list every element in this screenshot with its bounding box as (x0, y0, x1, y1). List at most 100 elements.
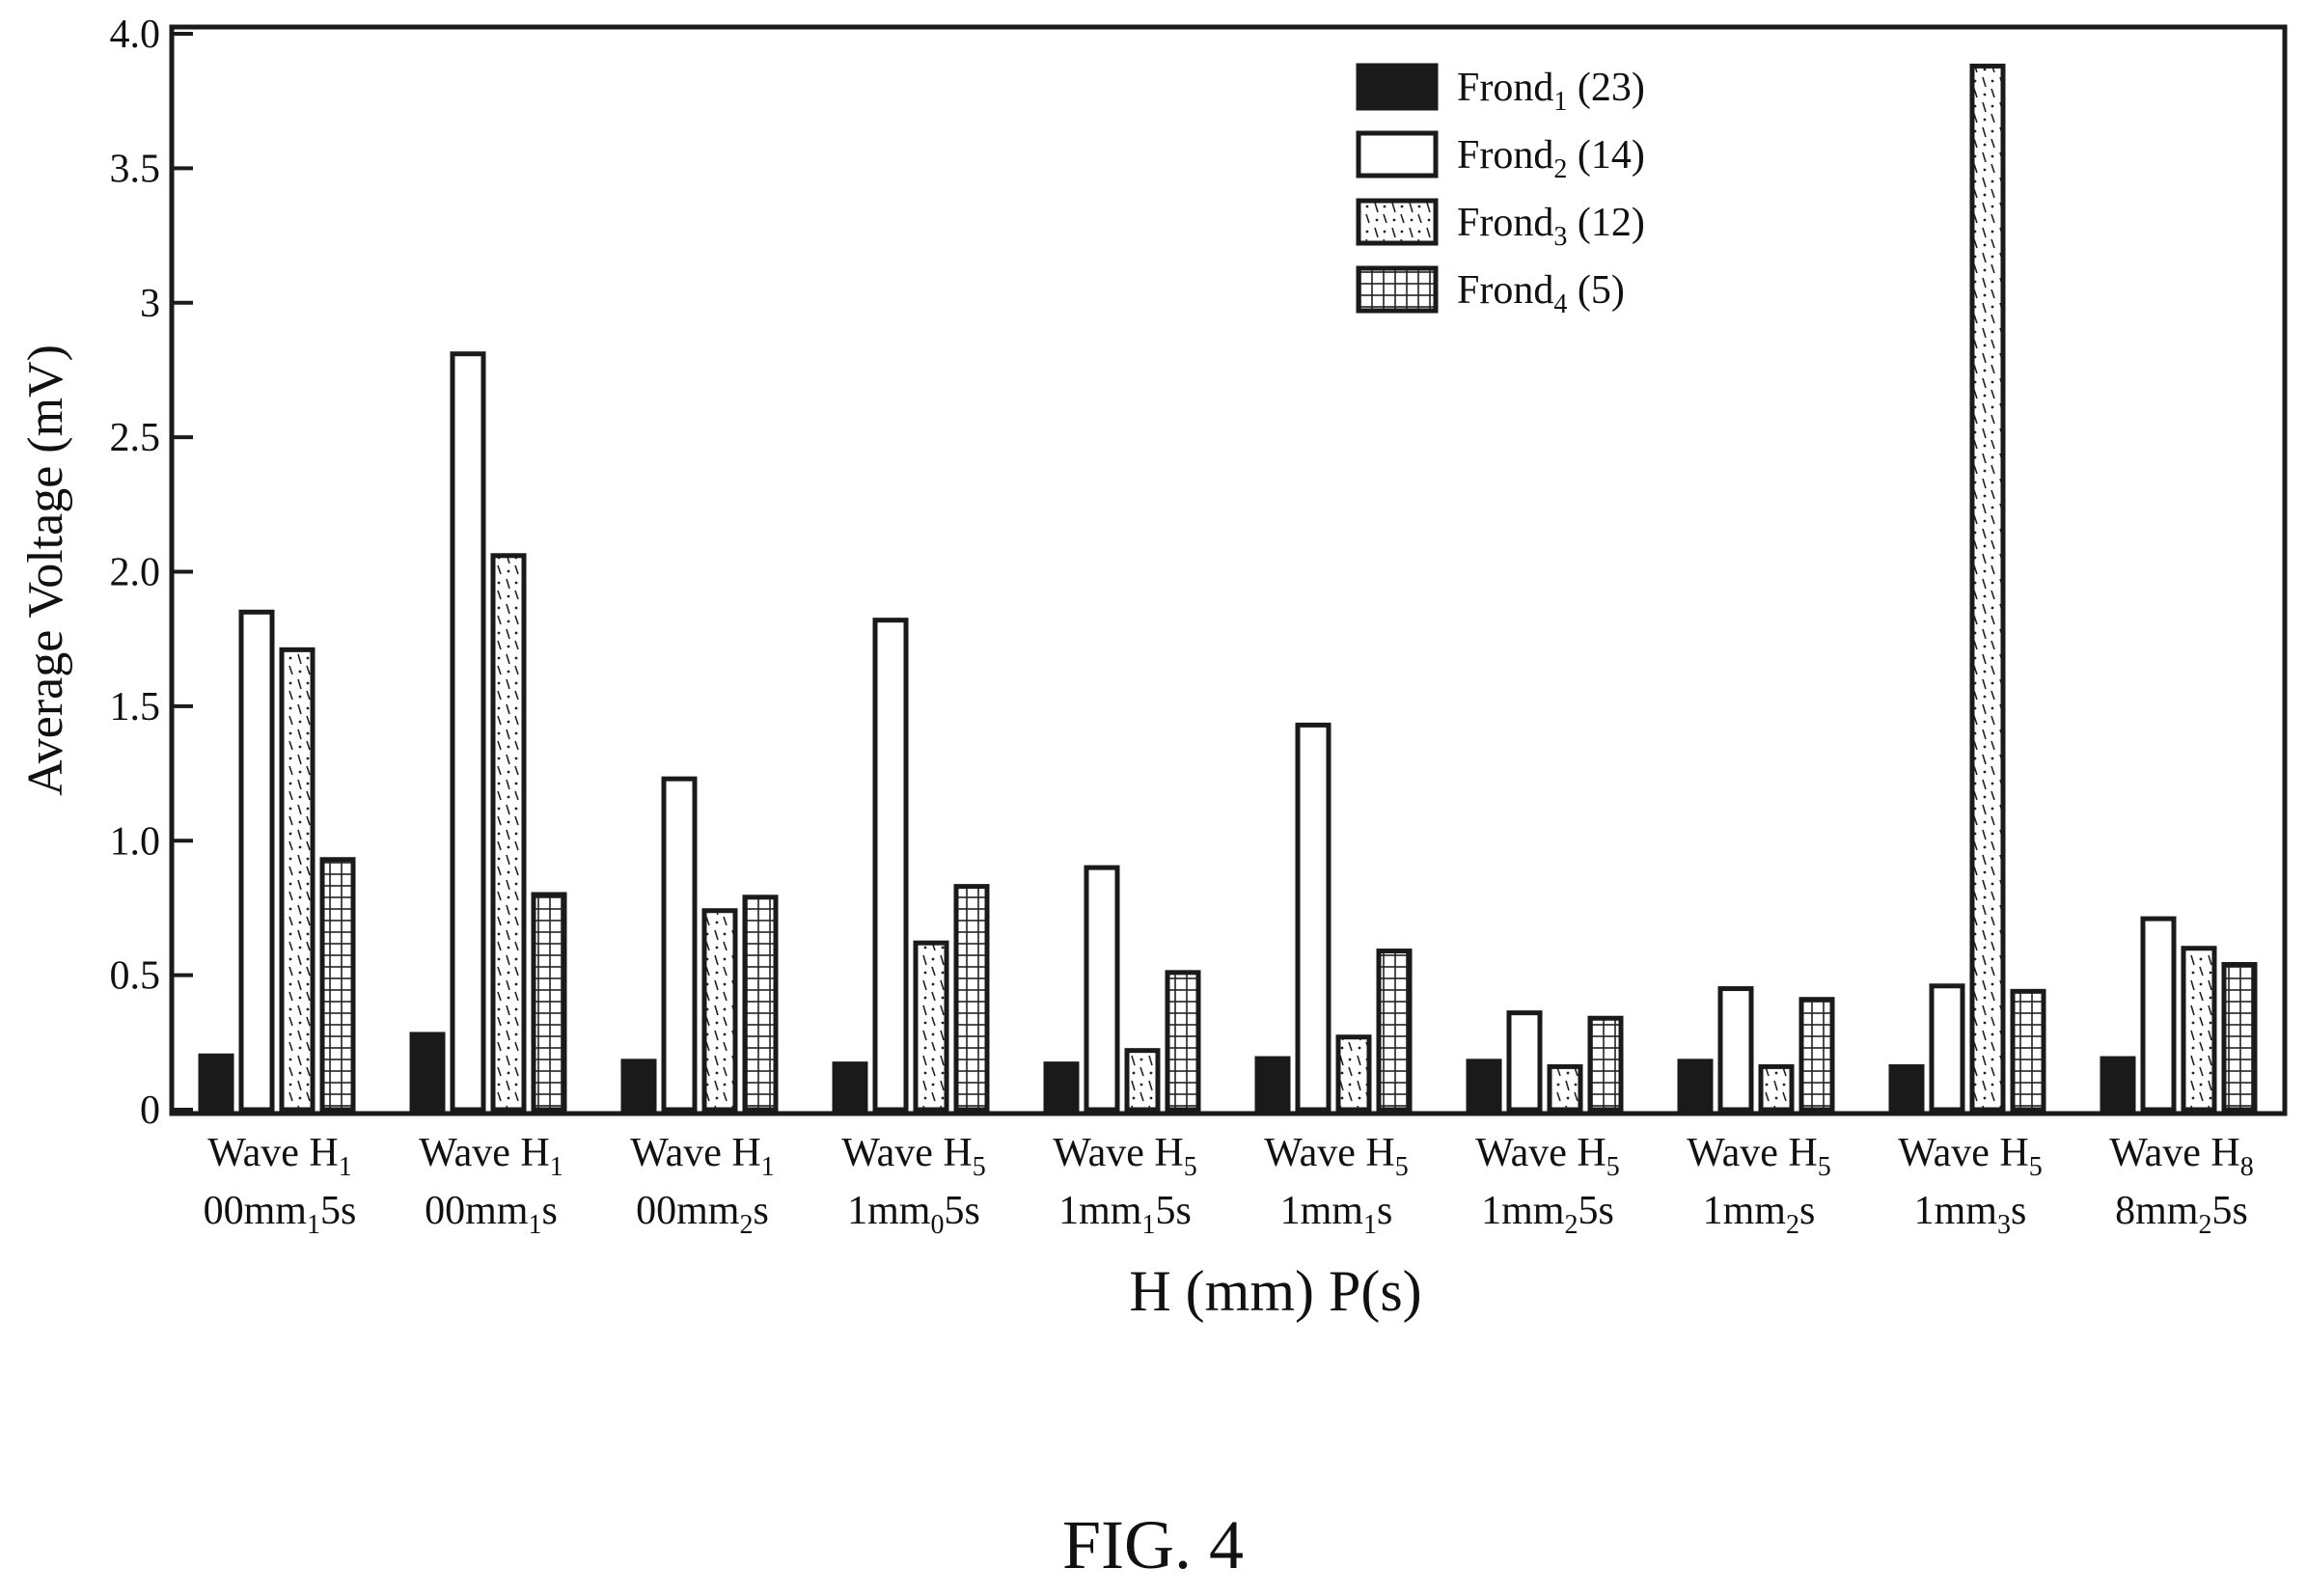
x-tick-wave-text: Wave H (2109, 1131, 2239, 1175)
x-tick-label-line2: 1mm25s (1481, 1189, 1614, 1240)
x-tick-wave-text: Wave H (207, 1131, 338, 1175)
legend-subscript: 3 (1553, 222, 1567, 252)
x-tick-label-line1: Wave H1 (630, 1131, 774, 1182)
legend-count: (14) (1567, 133, 1644, 178)
x-tick-seconds-text: s (1377, 1189, 1392, 1233)
x-tick-mm-text: 00mm (425, 1189, 529, 1233)
bar-frond3 (1758, 1063, 1795, 1113)
x-tick-label-line1: Wave H1 (419, 1131, 563, 1182)
x-tick-mm-text: 8mm (2115, 1189, 2199, 1233)
x-tick-wave-text: Wave H (841, 1131, 972, 1175)
x-tick-label-line2: 8mm25s (2115, 1189, 2248, 1240)
x-tick-wave-text: Wave H (1264, 1131, 1394, 1175)
legend-subscript: 1 (1553, 87, 1567, 117)
legend-label-frond2: Frond2 (14) (1457, 133, 1645, 184)
x-tick-label-line2: 1mm1s (1280, 1189, 1393, 1240)
bar-frond2 (661, 776, 698, 1113)
x-tick-seconds-text: 5s (1578, 1189, 1613, 1233)
x-tick-h-subscript: 1 (550, 1152, 563, 1182)
x-tick-label-line2: 1mm05s (847, 1189, 980, 1240)
x-tick-label-line2: 00mm2s (636, 1189, 769, 1240)
bar-frond1 (2100, 1056, 2136, 1113)
y-tick-label: 0 (140, 1088, 160, 1133)
bar-frond1 (198, 1053, 234, 1113)
x-tick-p-subscript: 2 (1786, 1210, 1799, 1240)
x-tick-p-subscript: 2 (739, 1210, 753, 1240)
x-tick-mm-text: 00mm (636, 1189, 740, 1233)
bar-frond3 (1124, 1048, 1161, 1113)
y-axis-label: Average Voltage (mV) (18, 344, 73, 796)
x-tick-p-subscript: 3 (1997, 1210, 2011, 1240)
legend-swatch-frond2 (1356, 130, 1439, 179)
x-tick-label-line1: Wave H5 (1053, 1131, 1196, 1182)
legend-label-frond1: Frond1 (23) (1457, 66, 1645, 117)
bar-frond1 (620, 1059, 657, 1113)
x-tick-h-subscript: 1 (339, 1152, 352, 1182)
x-tick-p-subscript: 1 (1363, 1210, 1377, 1240)
y-tick-label: 3.5 (110, 147, 161, 191)
x-tick-label-line2: 00mm15s (204, 1189, 357, 1240)
legend-swatch-frond3 (1356, 198, 1439, 246)
x-tick-label: Wave H5 1mm25s (1475, 1131, 1619, 1240)
x-tick-p-subscript: 1 (528, 1210, 541, 1240)
x-tick-h-subscript: 8 (2240, 1152, 2254, 1182)
x-tick-wave-text: Wave H (630, 1131, 760, 1175)
bar-frond4 (1587, 1015, 1624, 1113)
legend-count: (12) (1567, 201, 1644, 245)
bar-frond4 (953, 884, 990, 1113)
y-tick-label: 3 (140, 282, 160, 326)
x-tick-mm-text: 1mm (1058, 1189, 1142, 1233)
x-tick-p-subscript: 1 (307, 1210, 320, 1240)
y-tick-label: 1.0 (110, 819, 161, 864)
bar-frond4 (2010, 988, 2046, 1113)
x-tick-h-subscript: 1 (761, 1152, 775, 1182)
x-tick-seconds-text: s (541, 1189, 557, 1233)
plot-frame (169, 24, 2288, 1116)
bar-frond3 (279, 647, 316, 1113)
bar-frond2 (450, 351, 486, 1113)
x-tick-wave-text: Wave H (1475, 1131, 1606, 1175)
figure-caption: FIG. 4 (1061, 1506, 1244, 1583)
bar-frond3 (1969, 63, 2006, 1113)
bar-frond2 (1929, 983, 1965, 1113)
x-tick-h-subscript: 5 (1818, 1152, 1831, 1182)
legend-subscript: 2 (1553, 154, 1567, 184)
x-tick-label-line2: 1mm2s (1703, 1189, 1816, 1240)
y-tick-label: 0.5 (110, 954, 161, 999)
bar-frond2 (1506, 1010, 1543, 1113)
bar-frond1 (1466, 1059, 1502, 1113)
legend-swatch-frond4 (1356, 265, 1439, 314)
bar-frond3 (490, 553, 527, 1113)
y-tick-label: 2.0 (110, 551, 161, 595)
x-tick-p-subscript: 0 (930, 1210, 944, 1240)
x-tick-h-subscript: 5 (1184, 1152, 1197, 1182)
y-tick-label: 2.5 (110, 416, 161, 460)
bar-frond3 (913, 940, 949, 1113)
bar-frond1 (1043, 1061, 1080, 1113)
x-tick-h-subscript: 5 (1606, 1152, 1620, 1182)
legend-swatch-frond1 (1356, 63, 1439, 111)
x-axis-label: H (mm) P(s) (1129, 1259, 1421, 1323)
x-tick-label-line1: Wave H1 (207, 1131, 351, 1182)
x-tick-p-subscript: 1 (1141, 1210, 1155, 1240)
bar-frond2 (238, 609, 275, 1113)
x-tick-mm-text: 1mm (1703, 1189, 1787, 1233)
x-tick-seconds-text: s (2011, 1189, 2026, 1233)
x-tick-mm-text: 1mm (847, 1189, 931, 1233)
bar-frond4 (319, 857, 356, 1113)
bar-frond2 (1717, 986, 1754, 1113)
x-tick-mm-text: 1mm (1914, 1189, 1998, 1233)
x-tick-wave-text: Wave H (1053, 1131, 1183, 1175)
x-tick-label-line1: Wave H5 (1264, 1131, 1408, 1182)
bar-frond2 (1084, 865, 1120, 1113)
x-tick-label-line2: 00mm1s (425, 1189, 558, 1240)
x-tick-mm-text: 00mm (204, 1189, 308, 1233)
x-tick-h-subscript: 5 (2029, 1152, 2043, 1182)
bar-frond3 (701, 908, 738, 1113)
